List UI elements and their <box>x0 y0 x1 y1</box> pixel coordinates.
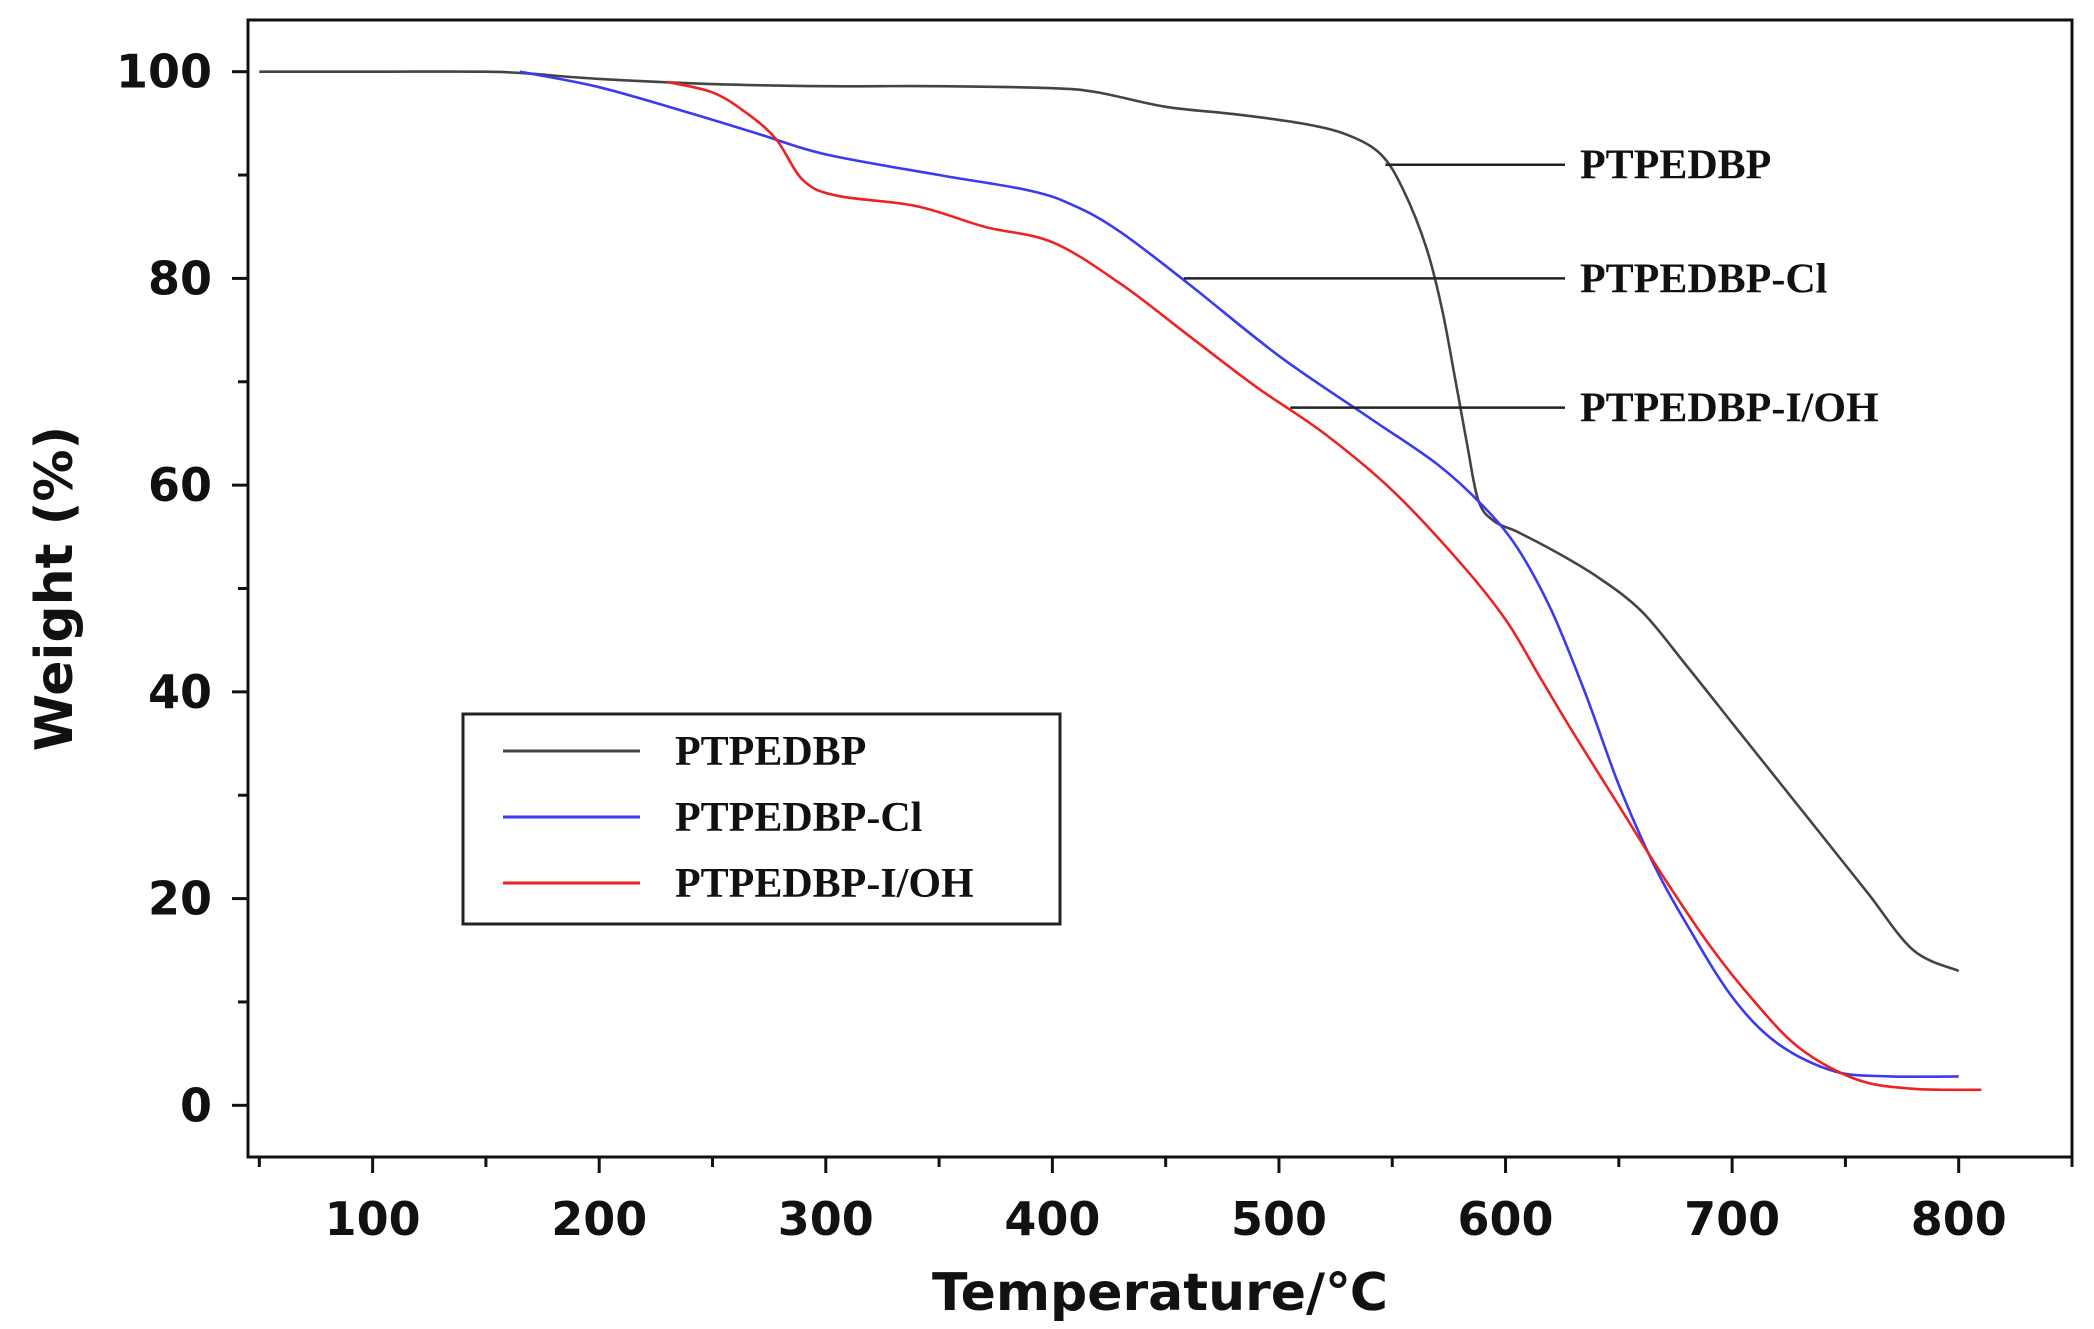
x-tick-label: 400 <box>1004 1192 1100 1246</box>
legend-label-ptpedbp-i-oh: PTPEDBP-I/OH <box>675 861 974 907</box>
y-tick-label: 20 <box>148 872 212 926</box>
annotation-label-ptpedbp: PTPEDBP <box>1580 143 1771 189</box>
y-tick-label: 80 <box>148 251 212 305</box>
x-tick-label: 200 <box>551 1192 647 1246</box>
y-axis-title: Weight (%) <box>25 426 85 751</box>
y-tick-label: 0 <box>180 1078 212 1132</box>
y-tick-label: 40 <box>148 665 212 719</box>
x-tick-label: 300 <box>778 1192 874 1246</box>
x-tick-label: 700 <box>1684 1192 1780 1246</box>
x-tick-label: 500 <box>1231 1192 1327 1246</box>
annotation-label-ptpedbp-cl: PTPEDBP-Cl <box>1580 256 1827 302</box>
x-tick-label: 600 <box>1458 1192 1554 1246</box>
plot-frame <box>246 18 2074 1159</box>
x-tick-label: 100 <box>325 1192 421 1246</box>
y-tick-label: 100 <box>116 45 212 99</box>
legend-label-ptpedbp-cl: PTPEDBP-Cl <box>675 795 922 841</box>
x-axis-title: Temperature/℃ <box>932 1263 1388 1323</box>
y-tick-label: 60 <box>148 458 212 512</box>
series-line-ptpedbp-i-oh <box>666 80 1982 1092</box>
annotation-label-ptpedbp-i-oh: PTPEDBP-I/OH <box>1580 386 1879 432</box>
series-line-ptpedbp <box>259 70 1960 973</box>
legend-label-ptpedbp: PTPEDBP <box>675 729 866 775</box>
series-line-ptpedbp-cl <box>519 70 1959 1079</box>
x-tick-label: 800 <box>1911 1192 2007 1246</box>
legend-box <box>461 712 1062 926</box>
